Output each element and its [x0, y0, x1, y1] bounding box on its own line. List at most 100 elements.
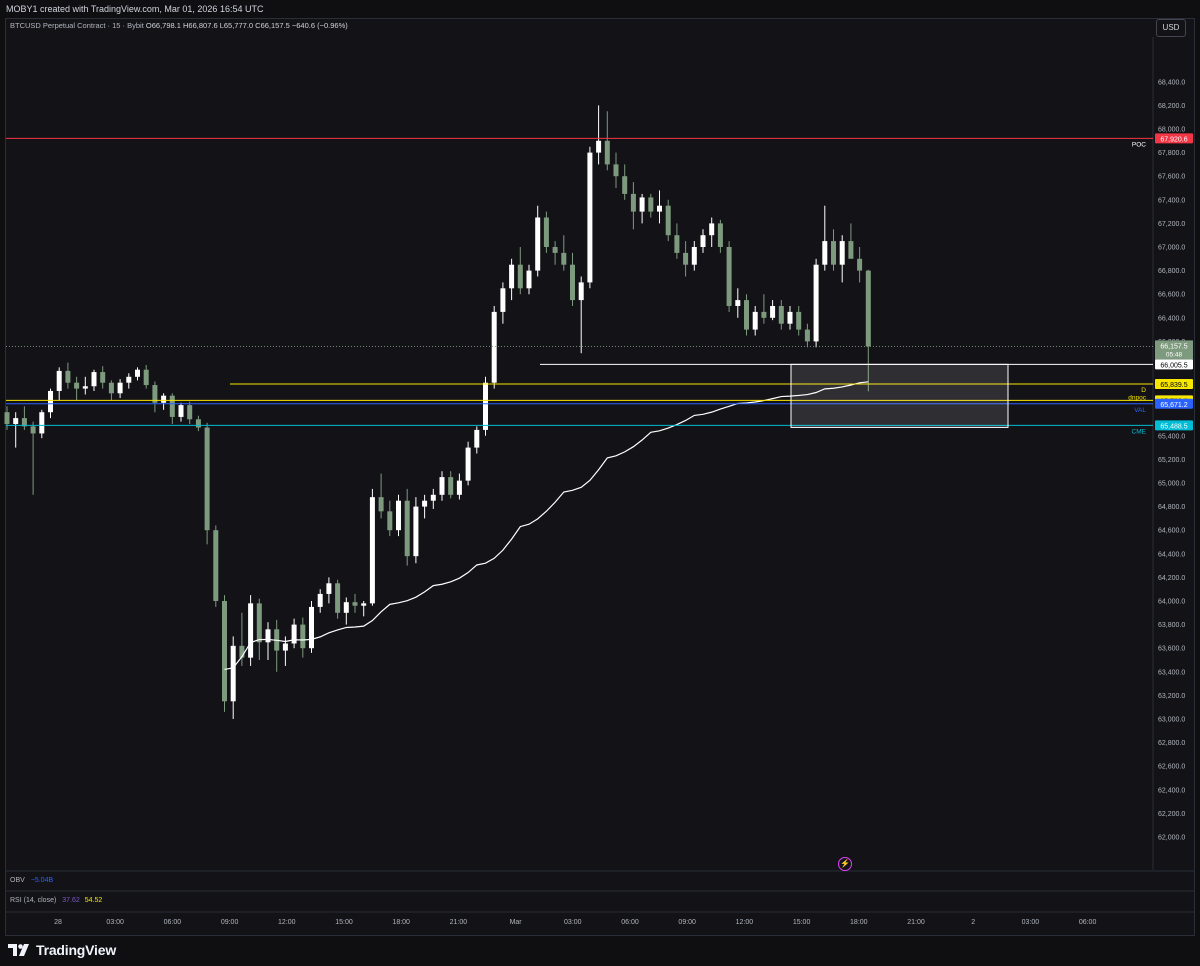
candle-body	[787, 311, 793, 324]
y-tick-label: 64,800.0	[1158, 504, 1185, 511]
vwap-line	[224, 381, 869, 671]
candle-body	[335, 583, 341, 613]
candle-body	[491, 311, 497, 383]
level-name-val: VAL	[1134, 407, 1146, 414]
candle-body	[456, 480, 462, 495]
candle-body	[352, 602, 358, 606]
candle-body	[169, 395, 175, 417]
y-tick-label: 65,000.0	[1158, 481, 1185, 488]
y-tick-label: 68,200.0	[1158, 103, 1185, 110]
candle-body	[439, 477, 445, 495]
candle-body	[21, 418, 27, 427]
candle-body	[587, 152, 593, 283]
obv-legend: OBV −5.04B	[10, 877, 53, 884]
last-price-label: 66,157.5	[1160, 343, 1187, 350]
candle-body	[735, 300, 741, 306]
y-tick-label: 68,000.0	[1158, 127, 1185, 134]
candle-body	[126, 376, 132, 383]
candle-body	[361, 603, 367, 606]
candle-body	[100, 372, 106, 383]
ohlc-values: O66,798.1 H66,807.6 L65,777.0 C66,157.5 …	[145, 21, 348, 30]
x-tick-label: 21:00	[907, 919, 925, 926]
candle-body	[430, 494, 436, 501]
price-label: 66,005.5	[1160, 362, 1187, 369]
x-tick-label: Mar	[510, 919, 523, 926]
candle-body	[343, 602, 349, 613]
x-tick-label: 21:00	[450, 919, 468, 926]
candle-body	[222, 601, 227, 702]
candle-body	[239, 645, 245, 658]
x-tick-label: 09:00	[678, 919, 696, 926]
symbol-name[interactable]: BTCUSD Perpetual Contract · 15 · Bybit	[10, 21, 144, 30]
y-tick-label: 67,000.0	[1158, 245, 1185, 252]
x-tick-label: 06:00	[621, 919, 639, 926]
y-tick-label: 64,000.0	[1158, 599, 1185, 606]
y-tick-label: 64,400.0	[1158, 551, 1185, 558]
candle-body	[135, 369, 140, 377]
candle-body	[108, 382, 114, 394]
candle-body	[178, 405, 184, 417]
x-tick-label: 28	[54, 919, 62, 926]
candle-body	[648, 197, 654, 212]
candle-body	[683, 252, 689, 265]
price-label-bg	[1155, 133, 1193, 144]
rsi-label[interactable]: RSI (14, close)	[10, 897, 57, 904]
candle-body	[48, 390, 53, 413]
candle-body	[639, 197, 645, 212]
candle-body	[465, 447, 471, 481]
candle-body	[831, 241, 836, 265]
y-tick-label: 67,200.0	[1158, 221, 1185, 228]
candle-body	[422, 500, 428, 507]
candle-body	[622, 176, 628, 194]
lightning-icon[interactable]: ⚡	[838, 857, 852, 871]
y-tick-label: 63,600.0	[1158, 646, 1185, 653]
candle-body	[778, 306, 784, 324]
x-tick-label: 03:00	[564, 919, 582, 926]
x-tick-label: 2	[971, 919, 975, 926]
price-label: 65,671.2	[1160, 402, 1187, 409]
y-tick-label: 62,600.0	[1158, 764, 1185, 771]
candle-body	[143, 369, 149, 386]
footer	[0, 936, 1200, 966]
candle-body	[796, 311, 802, 330]
y-tick-label: 66,800.0	[1158, 268, 1185, 275]
candle-body	[674, 235, 680, 253]
obv-value: −5.04B	[30, 877, 54, 884]
candle-body	[657, 205, 662, 212]
symbol-legend: BTCUSD Perpetual Contract · 15 · Bybit O…	[10, 21, 348, 30]
candle-body	[744, 300, 749, 330]
obv-label[interactable]: OBV	[10, 877, 25, 884]
candle-body	[369, 497, 375, 604]
candle-body	[195, 419, 201, 428]
candle-body	[39, 412, 45, 434]
candle-body	[117, 382, 123, 394]
y-tick-label: 64,600.0	[1158, 528, 1185, 535]
candle-body	[865, 270, 871, 347]
candle-body	[822, 241, 828, 265]
y-tick-label: 67,800.0	[1158, 150, 1185, 157]
candle-body	[282, 643, 288, 651]
rsi-value-2: 54.52	[84, 897, 103, 904]
y-tick-label: 66,400.0	[1158, 315, 1185, 322]
candle-body	[848, 241, 854, 259]
candle-body	[378, 497, 384, 512]
tradingview-logo[interactable]: TradingView	[8, 941, 116, 959]
candle-body	[752, 311, 758, 330]
x-tick-label: 15:00	[335, 919, 353, 926]
currency-button[interactable]: USD	[1156, 19, 1186, 37]
candle-body	[691, 247, 697, 265]
y-tick-label: 62,000.0	[1158, 835, 1185, 842]
chart-frame[interactable]	[5, 18, 1195, 936]
y-tick-label: 67,400.0	[1158, 197, 1185, 204]
candle-body	[709, 223, 715, 236]
candle-body	[700, 235, 706, 247]
countdown-label: 05:48	[1166, 351, 1183, 358]
zone-box	[790, 363, 1009, 428]
level-name-poc: POC	[1132, 141, 1146, 148]
y-tick-label: 62,800.0	[1158, 740, 1185, 747]
y-tick-label: 63,200.0	[1158, 693, 1185, 700]
candle-body	[413, 506, 419, 557]
level-name-d: D	[1141, 387, 1146, 394]
candle-body	[82, 386, 88, 389]
